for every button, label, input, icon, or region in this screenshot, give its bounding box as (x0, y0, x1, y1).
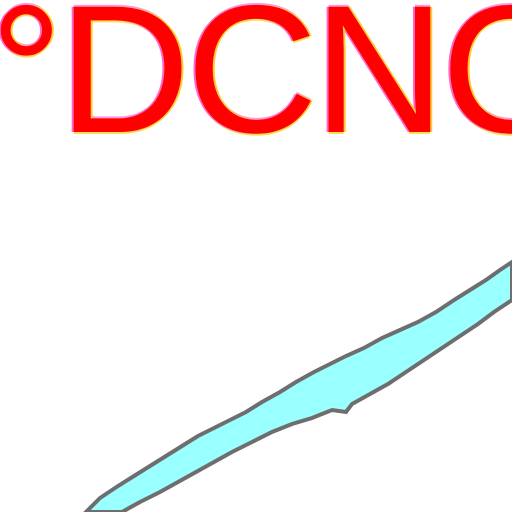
place-label: °DCNC (0, 0, 512, 171)
water-body (83, 259, 512, 512)
